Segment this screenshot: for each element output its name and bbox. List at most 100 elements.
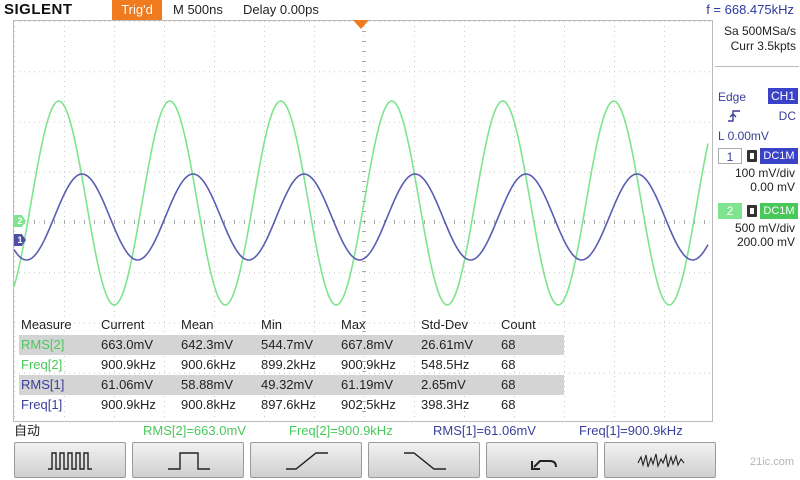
grid-dot [14, 76, 15, 77]
grid-dot [49, 222, 50, 223]
grid-dot [314, 126, 315, 127]
grid-dot [14, 116, 15, 117]
grid-dot [264, 306, 265, 307]
trigger-position-marker[interactable] [353, 20, 369, 29]
grid-dot [414, 106, 415, 107]
timebase-readout[interactable]: M 500ns [173, 2, 223, 17]
grid-dot [464, 131, 465, 132]
table-row: RMS[1] 61.06mV 58.88mV 49.32mV 61.19mV 2… [19, 375, 564, 395]
grid-dot [504, 21, 505, 22]
grid-dot [479, 372, 480, 374]
axis-tick [224, 220, 225, 224]
grid-dot [319, 71, 320, 73]
grid-dot [169, 372, 170, 374]
waveform-display[interactable]: 2 1 Measure Current Mean Min Max Std-Dev… [13, 20, 727, 422]
axis-tick [64, 220, 65, 224]
sample-rate: Sa 500MSa/s [723, 24, 796, 38]
grid-dot [64, 366, 65, 367]
grid-dot [534, 121, 535, 123]
grid-dot [564, 151, 565, 152]
grid-dot [614, 111, 615, 112]
grid-dot [664, 316, 665, 317]
grid-dot [279, 322, 280, 324]
grid-dot [64, 76, 65, 77]
grid-dot [664, 61, 665, 62]
axis-tick [424, 220, 425, 224]
grid-dot [29, 272, 30, 274]
grid-dot [709, 21, 710, 22]
grid-dot [94, 272, 95, 274]
ch2-offset-marker[interactable]: 2 [14, 215, 26, 227]
grid-dot [469, 322, 470, 324]
grid-dot [419, 71, 420, 73]
axis-tick [324, 220, 325, 224]
pulse-train-button[interactable] [14, 442, 126, 478]
channel-2-settings[interactable]: 2 DC1M 500 mV/div 200.00 mV [715, 201, 799, 249]
grid-dot [524, 121, 525, 123]
grid-dot [214, 156, 215, 157]
ch1-offset-marker[interactable]: 1 [14, 234, 26, 246]
grid-dot [639, 372, 640, 374]
grid-dot [274, 322, 275, 324]
grid-dot [329, 272, 330, 274]
grid-dot [164, 31, 165, 32]
grid-dot [504, 171, 505, 173]
grid-dot [664, 111, 665, 112]
watermark: 21ic.com [749, 456, 794, 468]
grid-dot [214, 51, 215, 52]
grid-dot [14, 411, 15, 412]
grid-dot [314, 366, 315, 367]
grid-dot [364, 296, 365, 297]
grid-dot [54, 322, 55, 324]
fall-edge-button[interactable] [368, 442, 480, 478]
axis-tick [84, 220, 85, 224]
grid-dot [269, 322, 270, 324]
grid-dot [154, 171, 155, 173]
grid-dot [284, 121, 285, 123]
grid-dot [464, 171, 465, 172]
grid-dot [709, 121, 710, 123]
grid-dot [164, 211, 165, 212]
grid-dot [454, 121, 455, 123]
grid-dot [64, 36, 65, 37]
axis-tick [564, 220, 565, 224]
grid-dot [579, 121, 580, 123]
grid-dot [164, 36, 165, 37]
rise-edge-button[interactable] [250, 442, 362, 478]
grid-dot [124, 121, 125, 123]
grid-dot [614, 286, 615, 287]
grid-dot [409, 222, 410, 223]
grid-dot [414, 151, 415, 152]
header-measure: Measure [21, 317, 72, 332]
delay-readout[interactable]: Delay 0.00ps [243, 2, 319, 17]
grid-dot [564, 356, 565, 357]
grid-dot [514, 421, 515, 422]
grid-dot [364, 156, 365, 157]
grid-dot [14, 346, 15, 347]
channel-1-settings[interactable]: 1 DC1M 100 mV/div 0.00 mV [715, 146, 799, 194]
single-pulse-button[interactable] [132, 442, 244, 478]
grid-dot [14, 386, 15, 387]
grid-dot [614, 71, 615, 73]
grid-dot [209, 222, 210, 223]
grid-dot [264, 356, 265, 357]
undo-button[interactable] [486, 442, 598, 478]
grid-dot [114, 141, 115, 142]
axis-tick [284, 220, 285, 224]
grid-dot [109, 272, 110, 274]
grid-dot [214, 146, 215, 147]
grid-dot [199, 222, 200, 223]
grid-dot [414, 401, 415, 402]
grid-dot [114, 411, 115, 412]
grid-dot [234, 71, 235, 73]
grid-dot [264, 166, 265, 167]
grid-dot [604, 322, 605, 324]
grid-dot [564, 346, 565, 347]
noise-waveform-button[interactable] [604, 442, 716, 478]
grid-dot [694, 372, 695, 374]
grid-dot [299, 372, 300, 374]
grid-dot [524, 272, 525, 274]
grid-dot [514, 126, 515, 127]
grid-dot [594, 372, 595, 374]
trigger-settings[interactable]: Edge CH1 DC L 0.00mV [715, 66, 799, 150]
